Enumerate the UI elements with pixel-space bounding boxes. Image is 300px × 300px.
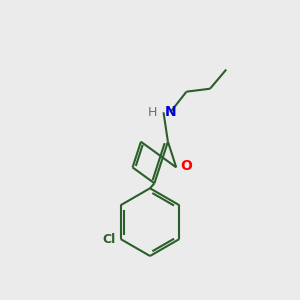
Text: H: H <box>148 106 158 119</box>
Text: O: O <box>180 159 192 173</box>
Text: Cl: Cl <box>102 232 116 246</box>
Text: N: N <box>165 105 177 119</box>
